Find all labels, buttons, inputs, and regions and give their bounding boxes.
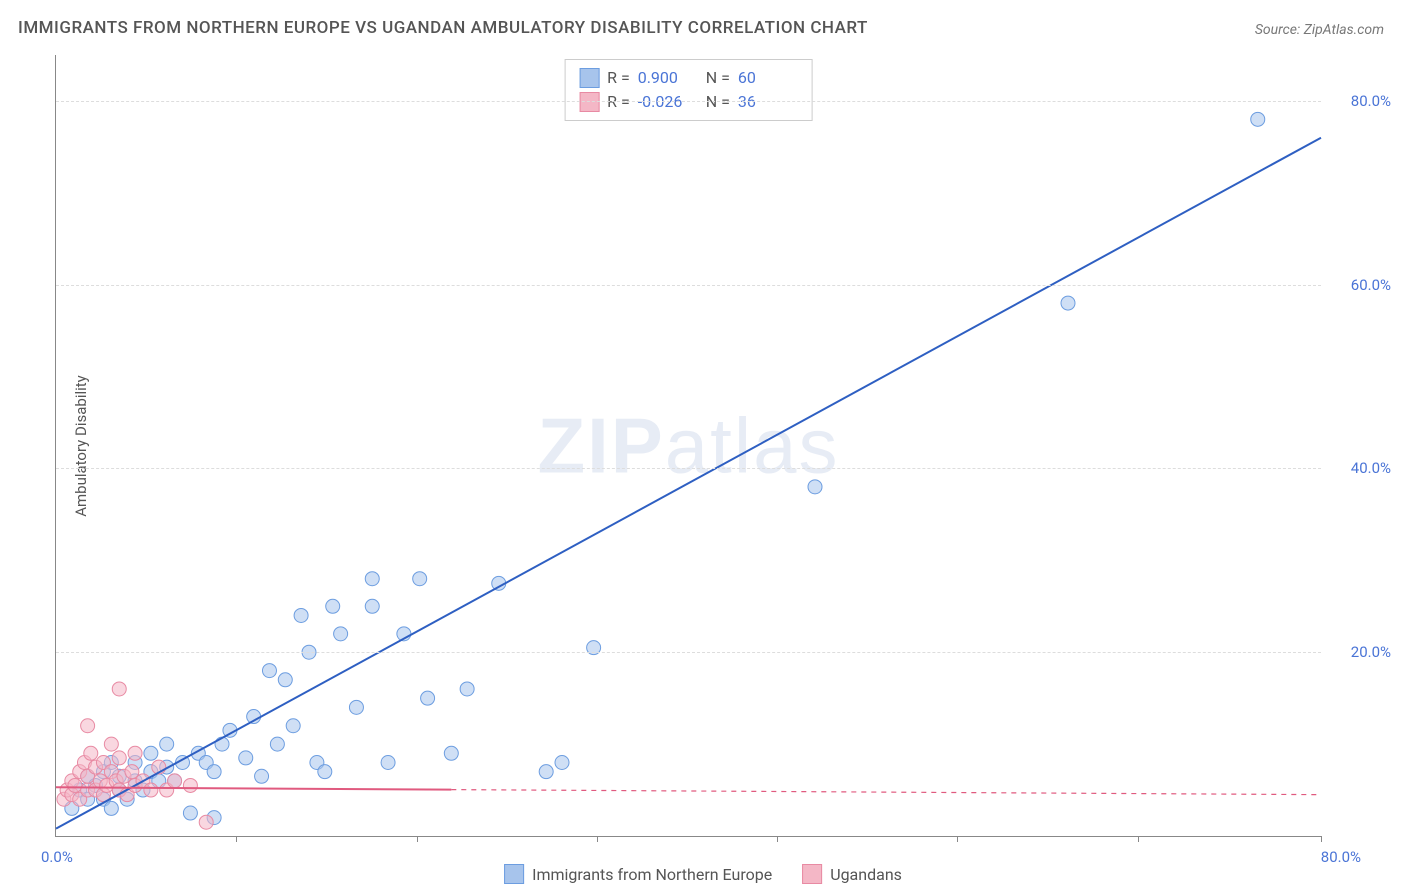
bottom-legend-label-0: Immigrants from Northern Europe bbox=[532, 865, 772, 884]
y-tick-label: 80.0% bbox=[1351, 92, 1391, 110]
data-point bbox=[262, 664, 276, 678]
trend-line bbox=[56, 138, 1321, 829]
data-point bbox=[168, 774, 182, 788]
data-point bbox=[68, 778, 82, 792]
x-tick bbox=[417, 836, 418, 842]
data-point bbox=[183, 806, 197, 820]
data-point bbox=[112, 751, 126, 765]
x-tick bbox=[236, 836, 237, 842]
x-max-label: 80.0% bbox=[1321, 848, 1361, 866]
plot-area: ZIPatlas R = 0.900 N = 60 R = -0.026 N =… bbox=[55, 55, 1321, 837]
data-point bbox=[381, 755, 395, 769]
y-tick-label: 40.0% bbox=[1351, 459, 1391, 477]
data-point bbox=[144, 746, 158, 760]
data-point bbox=[1061, 296, 1075, 310]
data-point bbox=[144, 783, 158, 797]
data-point bbox=[104, 801, 118, 815]
data-point bbox=[239, 751, 253, 765]
data-point bbox=[278, 673, 292, 687]
data-point bbox=[81, 719, 95, 733]
data-point bbox=[294, 608, 308, 622]
x-origin-label: 0.0% bbox=[41, 848, 73, 866]
data-point bbox=[183, 778, 197, 792]
data-point bbox=[1251, 112, 1265, 126]
data-point bbox=[318, 765, 332, 779]
bottom-legend-label-1: Ugandans bbox=[830, 865, 902, 884]
x-tick bbox=[1321, 836, 1322, 842]
data-point bbox=[349, 700, 363, 714]
data-point bbox=[215, 737, 229, 751]
data-point bbox=[128, 746, 142, 760]
data-point bbox=[207, 765, 221, 779]
data-point bbox=[555, 755, 569, 769]
grid-line bbox=[56, 101, 1321, 102]
trend-line-dashed bbox=[451, 790, 1321, 795]
chart-title: IMMIGRANTS FROM NORTHERN EUROPE VS UGAND… bbox=[18, 18, 868, 38]
data-point bbox=[125, 765, 139, 779]
x-tick bbox=[777, 836, 778, 842]
plot-svg bbox=[56, 55, 1321, 836]
data-point bbox=[539, 765, 553, 779]
data-point bbox=[808, 480, 822, 494]
bottom-legend-swatch-0 bbox=[504, 864, 524, 884]
bottom-legend: Immigrants from Northern Europe Ugandans bbox=[504, 864, 902, 884]
y-tick-label: 60.0% bbox=[1351, 276, 1391, 294]
source-attribution: Source: ZipAtlas.com bbox=[1255, 22, 1384, 38]
x-tick bbox=[957, 836, 958, 842]
data-point bbox=[413, 572, 427, 586]
data-point bbox=[365, 599, 379, 613]
grid-line bbox=[56, 468, 1321, 469]
data-point bbox=[365, 572, 379, 586]
data-point bbox=[112, 682, 126, 696]
y-tick-label: 20.0% bbox=[1351, 643, 1391, 661]
x-tick bbox=[597, 836, 598, 842]
bottom-legend-item-1: Ugandans bbox=[802, 864, 902, 884]
data-point bbox=[444, 746, 458, 760]
data-point bbox=[421, 691, 435, 705]
bottom-legend-item-0: Immigrants from Northern Europe bbox=[504, 864, 772, 884]
grid-line bbox=[56, 285, 1321, 286]
data-point bbox=[460, 682, 474, 696]
bottom-legend-swatch-1 bbox=[802, 864, 822, 884]
data-point bbox=[199, 815, 213, 829]
data-point bbox=[326, 599, 340, 613]
x-tick bbox=[1138, 836, 1139, 842]
data-point bbox=[160, 737, 174, 751]
data-point bbox=[255, 769, 269, 783]
grid-line bbox=[56, 652, 1321, 653]
data-point bbox=[286, 719, 300, 733]
data-point bbox=[334, 627, 348, 641]
data-point bbox=[104, 737, 118, 751]
data-point bbox=[270, 737, 284, 751]
data-point bbox=[84, 746, 98, 760]
